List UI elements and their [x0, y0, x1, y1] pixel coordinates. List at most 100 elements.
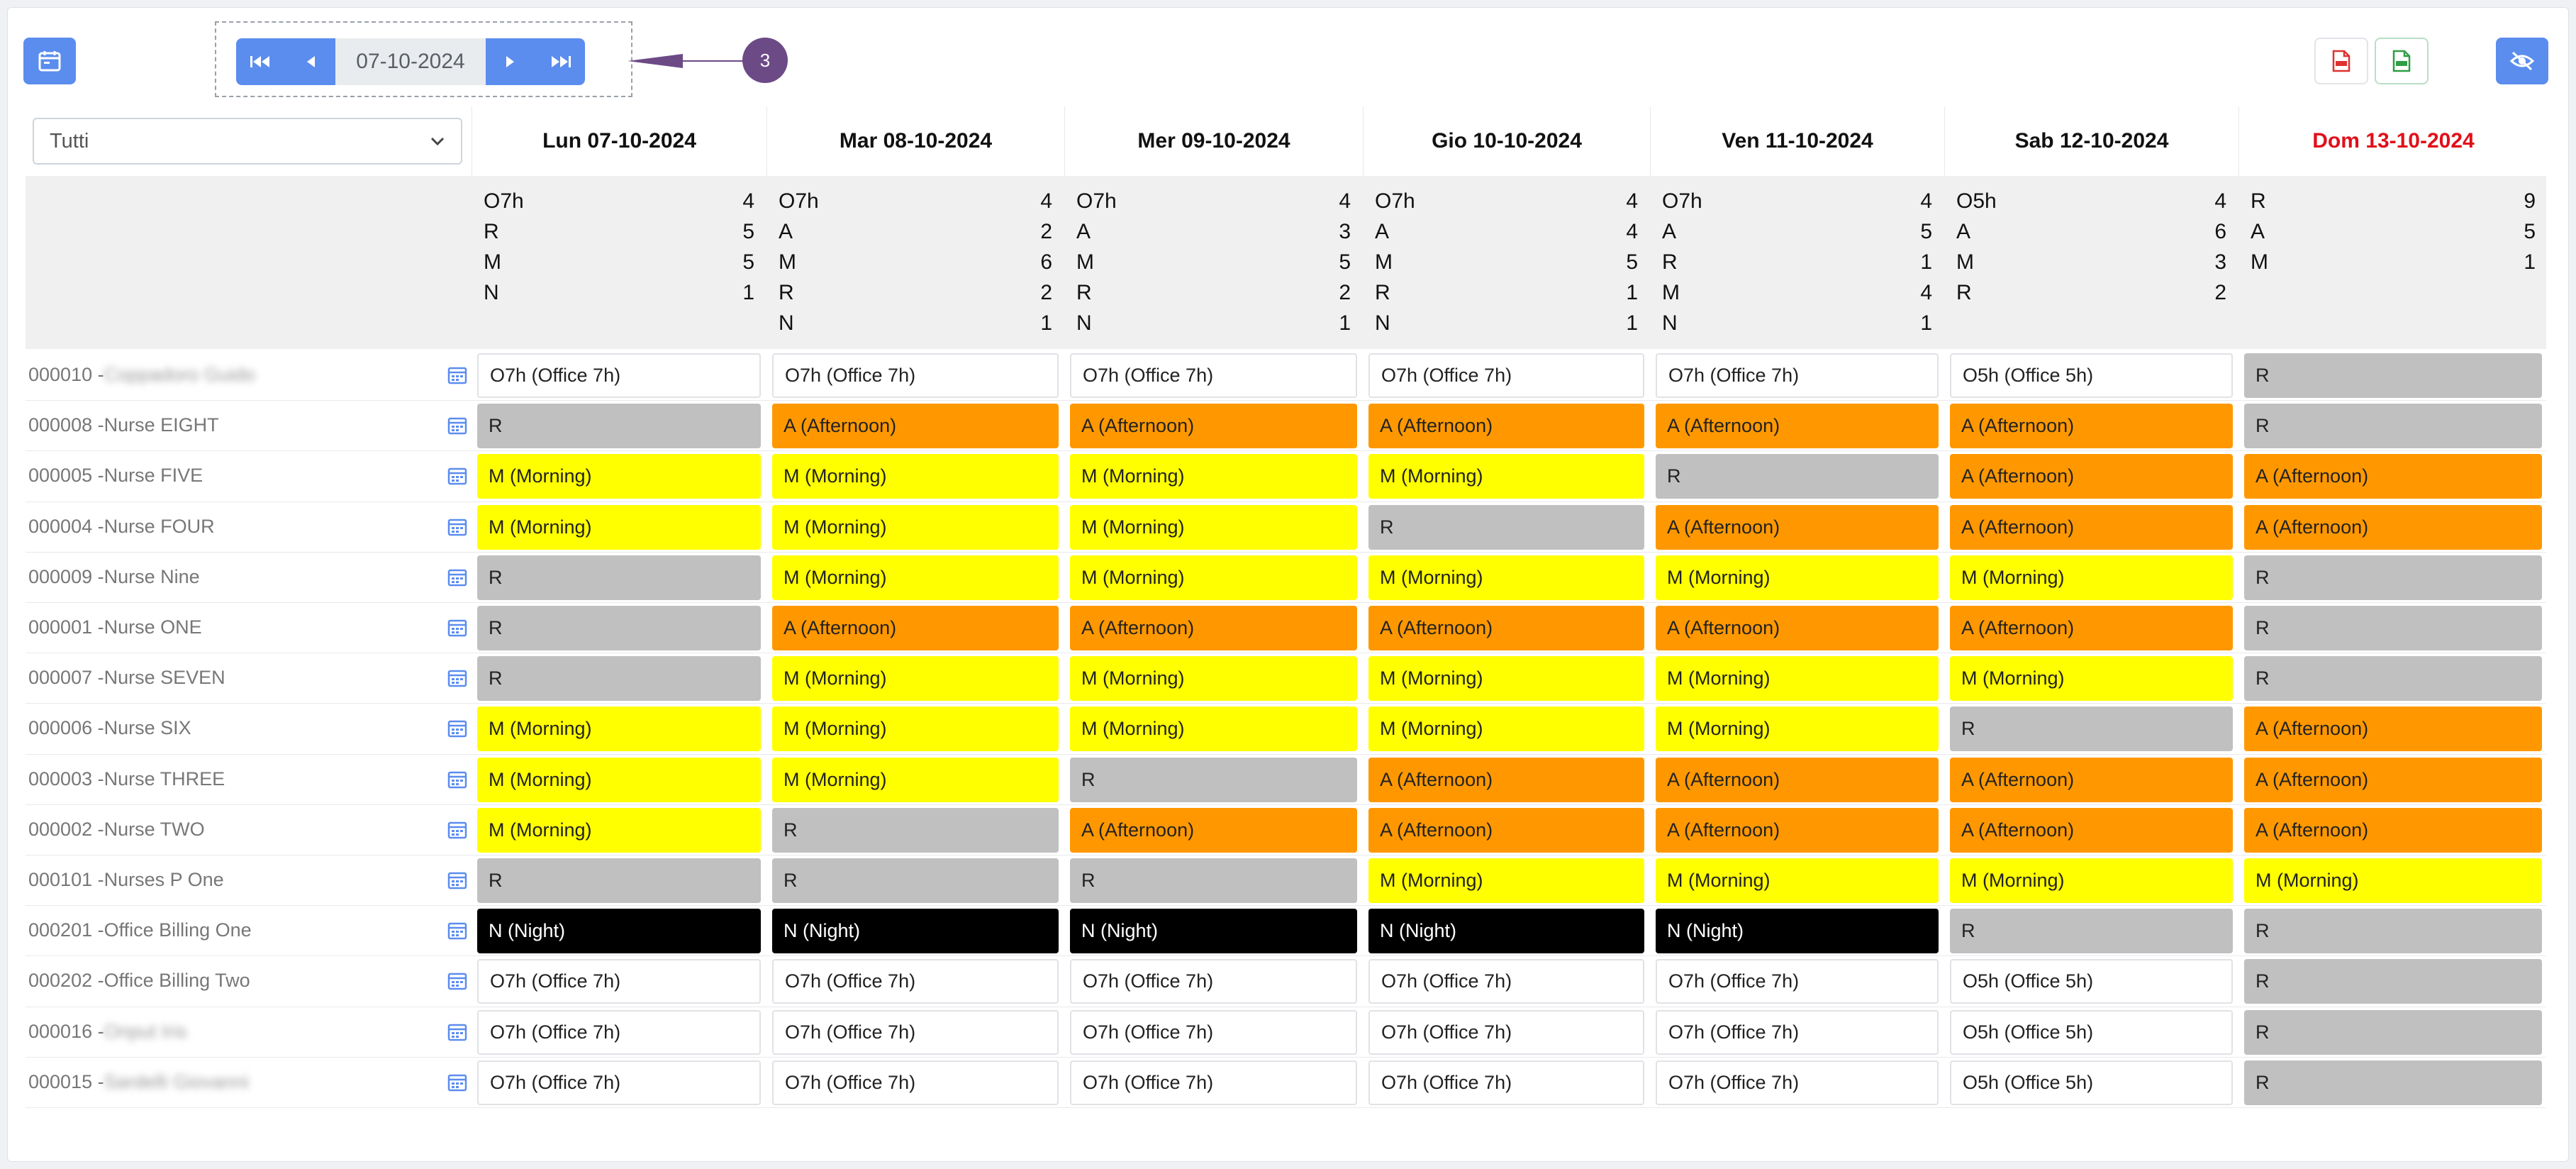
- shift-cell[interactable]: M (Morning): [1368, 454, 1644, 499]
- shift-cell[interactable]: O7h (Office 7h): [772, 353, 1059, 398]
- shift-cell[interactable]: M (Morning): [1656, 707, 1939, 752]
- employee-calendar-icon[interactable]: [447, 1072, 468, 1093]
- shift-cell[interactable]: A (Afternoon): [2244, 504, 2542, 550]
- shift-cell[interactable]: R: [1070, 757, 1357, 802]
- shift-cell[interactable]: M (Morning): [477, 454, 761, 499]
- shift-cell[interactable]: M (Morning): [2244, 858, 2542, 903]
- last-week-button[interactable]: [535, 38, 585, 85]
- shift-cell[interactable]: A (Afternoon): [1368, 606, 1644, 650]
- shift-cell[interactable]: M (Morning): [1368, 656, 1644, 702]
- shift-cell[interactable]: M (Morning): [477, 807, 761, 853]
- shift-cell[interactable]: O7h (Office 7h): [477, 1009, 761, 1055]
- shift-cell[interactable]: A (Afternoon): [1950, 606, 2233, 650]
- shift-cell[interactable]: A (Afternoon): [1070, 807, 1357, 853]
- employee-calendar-icon[interactable]: [447, 920, 468, 941]
- employee-calendar-icon[interactable]: [447, 567, 468, 588]
- shift-cell[interactable]: R: [2244, 909, 2542, 954]
- shift-cell[interactable]: A (Afternoon): [1950, 454, 2233, 499]
- shift-cell[interactable]: A (Afternoon): [1070, 404, 1357, 449]
- shift-cell[interactable]: O5h (Office 5h): [1950, 1060, 2233, 1105]
- shift-cell[interactable]: A (Afternoon): [1368, 807, 1644, 853]
- shift-cell[interactable]: R: [477, 404, 761, 449]
- shift-cell[interactable]: R: [2244, 959, 2542, 1004]
- shift-cell[interactable]: M (Morning): [1070, 454, 1357, 499]
- current-date-display[interactable]: 07-10-2024: [335, 38, 486, 85]
- employee-calendar-icon[interactable]: [447, 970, 468, 992]
- shift-cell[interactable]: M (Morning): [1070, 656, 1357, 702]
- shift-cell[interactable]: R: [2244, 404, 2542, 449]
- export-xls-button[interactable]: [2375, 38, 2429, 84]
- shift-cell[interactable]: O7h (Office 7h): [1070, 1060, 1357, 1105]
- shift-cell[interactable]: M (Morning): [1656, 858, 1939, 903]
- shift-cell[interactable]: A (Afternoon): [772, 606, 1059, 650]
- employee-calendar-icon[interactable]: [447, 819, 468, 841]
- shift-cell[interactable]: A (Afternoon): [1950, 807, 2233, 853]
- shift-cell[interactable]: M (Morning): [772, 707, 1059, 752]
- shift-cell[interactable]: R: [772, 807, 1059, 853]
- shift-cell[interactable]: R: [2244, 656, 2542, 702]
- shift-cell[interactable]: O7h (Office 7h): [1070, 959, 1357, 1004]
- shift-cell[interactable]: M (Morning): [1368, 707, 1644, 752]
- shift-cell[interactable]: M (Morning): [772, 757, 1059, 802]
- shift-cell[interactable]: O7h (Office 7h): [1656, 959, 1939, 1004]
- shift-cell[interactable]: A (Afternoon): [1070, 606, 1357, 650]
- shift-cell[interactable]: A (Afternoon): [2244, 454, 2542, 499]
- shift-cell[interactable]: M (Morning): [477, 757, 761, 802]
- shift-cell[interactable]: A (Afternoon): [1656, 404, 1939, 449]
- shift-cell[interactable]: A (Afternoon): [2244, 707, 2542, 752]
- shift-cell[interactable]: M (Morning): [1070, 707, 1357, 752]
- employee-calendar-icon[interactable]: [447, 667, 468, 689]
- shift-cell[interactable]: M (Morning): [1368, 555, 1644, 600]
- shift-cell[interactable]: M (Morning): [477, 504, 761, 550]
- shift-cell[interactable]: O7h (Office 7h): [772, 1009, 1059, 1055]
- export-pdf-button[interactable]: [2314, 38, 2368, 84]
- shift-cell[interactable]: R: [477, 656, 761, 702]
- shift-cell[interactable]: O5h (Office 5h): [1950, 1009, 2233, 1055]
- shift-cell[interactable]: N (Night): [1656, 909, 1939, 954]
- shift-cell[interactable]: A (Afternoon): [1368, 757, 1644, 802]
- shift-cell[interactable]: N (Night): [1368, 909, 1644, 954]
- shift-cell[interactable]: O7h (Office 7h): [1368, 1060, 1644, 1105]
- employee-calendar-icon[interactable]: [447, 465, 468, 487]
- employee-calendar-icon[interactable]: [447, 365, 468, 386]
- employee-filter-select[interactable]: Tutti: [33, 118, 462, 165]
- shift-cell[interactable]: N (Night): [477, 909, 761, 954]
- shift-cell[interactable]: A (Afternoon): [1656, 807, 1939, 853]
- shift-cell[interactable]: A (Afternoon): [1368, 404, 1644, 449]
- employee-calendar-icon[interactable]: [447, 617, 468, 638]
- shift-cell[interactable]: M (Morning): [772, 504, 1059, 550]
- toggle-visibility-button[interactable]: [2496, 38, 2548, 84]
- shift-cell[interactable]: M (Morning): [1368, 858, 1644, 903]
- shift-cell[interactable]: O7h (Office 7h): [1656, 1060, 1939, 1105]
- shift-cell[interactable]: M (Morning): [477, 707, 761, 752]
- shift-cell[interactable]: M (Morning): [1070, 504, 1357, 550]
- employee-calendar-icon[interactable]: [447, 718, 468, 739]
- employee-calendar-icon[interactable]: [447, 1021, 468, 1043]
- shift-cell[interactable]: R: [2244, 1060, 2542, 1105]
- shift-cell[interactable]: R: [1656, 454, 1939, 499]
- shift-cell[interactable]: A (Afternoon): [1950, 504, 2233, 550]
- shift-cell[interactable]: O5h (Office 5h): [1950, 353, 2233, 398]
- shift-cell[interactable]: M (Morning): [1950, 555, 2233, 600]
- shift-cell[interactable]: O7h (Office 7h): [1368, 353, 1644, 398]
- shift-cell[interactable]: M (Morning): [1656, 555, 1939, 600]
- shift-cell[interactable]: A (Afternoon): [1950, 757, 2233, 802]
- shift-cell[interactable]: M (Morning): [772, 656, 1059, 702]
- employee-calendar-icon[interactable]: [447, 516, 468, 538]
- next-week-button[interactable]: [486, 38, 535, 85]
- prev-week-button[interactable]: [286, 38, 335, 85]
- shift-cell[interactable]: O7h (Office 7h): [772, 959, 1059, 1004]
- shift-cell[interactable]: R: [772, 858, 1059, 903]
- shift-cell[interactable]: O5h (Office 5h): [1950, 959, 2233, 1004]
- shift-cell[interactable]: O7h (Office 7h): [1656, 353, 1939, 398]
- employee-calendar-icon[interactable]: [447, 769, 468, 790]
- shift-cell[interactable]: R: [1070, 858, 1357, 903]
- shift-cell[interactable]: R: [2244, 606, 2542, 650]
- shift-cell[interactable]: N (Night): [772, 909, 1059, 954]
- shift-cell[interactable]: M (Morning): [772, 555, 1059, 600]
- shift-cell[interactable]: R: [1950, 909, 2233, 954]
- shift-cell[interactable]: A (Afternoon): [1656, 757, 1939, 802]
- shift-cell[interactable]: M (Morning): [1070, 555, 1357, 600]
- shift-cell[interactable]: M (Morning): [772, 454, 1059, 499]
- shift-cell[interactable]: N (Night): [1070, 909, 1357, 954]
